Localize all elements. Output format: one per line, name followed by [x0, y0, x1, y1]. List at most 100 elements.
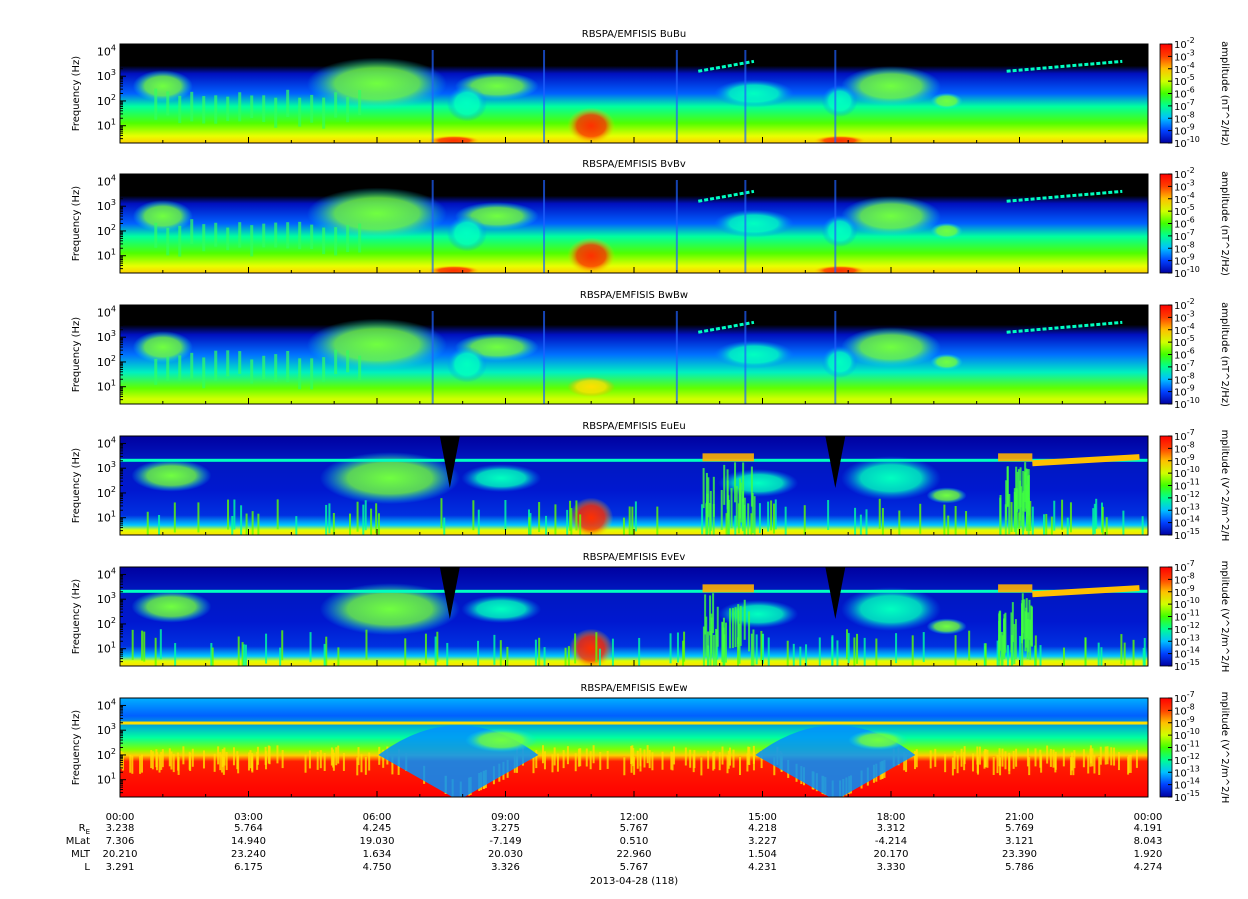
noise-streak	[628, 506, 631, 535]
noise-streak	[233, 499, 236, 530]
noise-streak	[158, 754, 161, 773]
noise-streak	[131, 755, 134, 774]
noise-streak	[1143, 637, 1146, 666]
noise-streak	[325, 636, 328, 666]
noise-streak	[976, 746, 979, 765]
whistler-trace	[1006, 189, 1123, 203]
y-tick-label: 102	[97, 223, 116, 238]
noise-streak	[370, 508, 373, 535]
noise-streak	[1008, 752, 1011, 771]
noise-streak	[141, 630, 144, 661]
noise-streak	[727, 750, 730, 769]
broadband-streak	[1028, 599, 1031, 640]
noise-streak	[129, 754, 132, 773]
broadband-streak	[743, 504, 746, 535]
noise-streak	[562, 750, 565, 769]
noise-streak	[173, 502, 176, 533]
burst-streak	[166, 91, 170, 116]
noise-streak	[337, 745, 340, 764]
noise-streak	[689, 749, 692, 768]
burst-streak	[238, 92, 242, 122]
ephemeris-value: 7.306	[106, 836, 135, 847]
spectrogram-image	[120, 567, 1148, 666]
broadband-streak	[705, 472, 708, 513]
noise-streak	[996, 640, 999, 666]
burst-streak	[166, 356, 170, 382]
broadband-streak	[706, 631, 709, 666]
y-tick-label: 102	[97, 747, 116, 762]
spectrogram-image	[120, 436, 1148, 535]
noise-streak	[953, 751, 956, 770]
noise-streak	[803, 505, 806, 535]
noise-streak	[956, 755, 959, 774]
noise-streak	[1062, 647, 1065, 666]
noise-streak	[308, 750, 311, 769]
noise-streak	[1072, 757, 1075, 776]
burst-streak	[154, 222, 158, 248]
noise-streak	[734, 515, 737, 535]
noise-streak	[443, 517, 446, 535]
noise-streak	[725, 513, 728, 535]
noise-streak	[1093, 755, 1096, 774]
noise-streak	[700, 757, 703, 776]
y-tick-label: 103	[97, 198, 116, 213]
noise-streak	[898, 510, 901, 535]
broadband-streak	[747, 503, 750, 535]
broadband-streak	[1008, 493, 1011, 534]
broadband-streak	[1011, 602, 1014, 643]
noise-streak	[737, 637, 740, 666]
ephemeris-label: MLT	[71, 849, 91, 860]
y-tick-label: 101	[97, 248, 116, 263]
ephemeris-value: 19.030	[360, 836, 395, 847]
y-tick-label: 101	[97, 118, 116, 133]
noise-streak	[404, 638, 407, 666]
noise-streak	[606, 750, 609, 769]
emission-band	[702, 584, 754, 593]
noise-streak	[784, 506, 787, 535]
noise-streak	[1053, 500, 1056, 531]
noise-streak	[631, 506, 634, 535]
noise-streak	[251, 511, 254, 535]
noise-streak	[251, 753, 254, 772]
burst-streak	[298, 358, 302, 390]
noise-streak	[818, 637, 821, 666]
noise-streak	[676, 632, 679, 663]
noise-streak	[1012, 750, 1015, 769]
noise-streak	[633, 756, 636, 775]
burst-streak	[190, 219, 194, 244]
ephemeris-value: 4.218	[748, 823, 777, 834]
noise-streak	[831, 636, 834, 666]
noise-streak	[922, 632, 925, 663]
noise-streak	[217, 746, 220, 765]
ephemeris-value: 5.769	[1005, 823, 1034, 834]
spectrogram-background	[120, 567, 1148, 666]
ephemeris-value: 8.043	[1134, 836, 1163, 847]
spectrogram-background	[120, 698, 1148, 797]
x-tick-label: 03:00	[234, 812, 263, 823]
broadband-streak	[702, 626, 705, 666]
noise-streak	[1069, 502, 1072, 533]
burst-streak	[262, 95, 266, 123]
broadband-streak	[708, 503, 711, 535]
burst-streak	[286, 222, 290, 249]
broadband-streak	[739, 478, 742, 519]
noise-streak	[276, 745, 279, 764]
noise-streak	[577, 748, 580, 767]
noise-streak	[1066, 517, 1069, 535]
burst-streak	[214, 95, 218, 124]
noise-streak	[1006, 645, 1009, 666]
panel-title: RBSPA/EMFISIS EuEu	[582, 421, 685, 432]
noise-streak	[1031, 506, 1034, 535]
noise-streak	[934, 748, 937, 767]
noise-streak	[1049, 748, 1052, 767]
burst-streak	[298, 221, 302, 250]
noise-streak	[368, 752, 371, 771]
broadband-streak	[1024, 462, 1027, 503]
noise-streak	[223, 747, 226, 766]
y-axis-label: Frequency (Hz)	[71, 710, 82, 786]
noise-streak	[1120, 634, 1123, 665]
ephemeris-value: 1.920	[1134, 849, 1163, 860]
noise-streak	[342, 752, 345, 771]
broadband-streak	[712, 593, 715, 634]
noise-streak	[623, 757, 626, 776]
